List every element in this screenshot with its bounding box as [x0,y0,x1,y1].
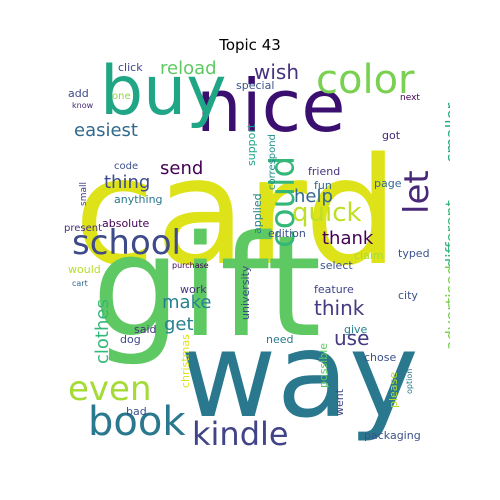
cloud-word-packaging: packaging [364,429,421,442]
cloud-word-friend: friend [308,165,341,178]
cloud-word-typed: typed [398,247,430,260]
cloud-word-clothes: clothes [92,299,113,364]
cloud-word-bad: bad [126,405,147,418]
cloud-word-next: next [400,93,420,103]
cloud-word-think: think [314,296,365,320]
cloud-word-make: make [162,292,212,313]
word-cloud: card gift way nice buy color school could book ki… [60,58,450,448]
cloud-word-smaller: smaller [442,102,450,162]
cloud-word-way: way [180,306,419,444]
cloud-word-nice: nice [196,64,346,148]
cloud-word-thank: thank [322,228,374,249]
cloud-word-buy: buy [100,58,227,131]
cloud-word-please: please [387,371,400,408]
cloud-word-even: even [68,369,152,409]
cloud-word-need: need [266,333,294,346]
cloud-word-different: different [442,200,450,268]
cloud-word-add: add [68,87,89,100]
cloud-word-christmas: christmas [179,334,192,388]
cloud-word-gift: gift [92,206,322,369]
cloud-word-advertised: advertised [442,265,450,350]
cloud-word-small: small [79,182,89,206]
cloud-word-chose: chose [364,351,397,364]
cloud-word-select: select [320,259,353,272]
cloud-word-correspond: correspond [267,134,278,190]
cloud-word-dog: dog [120,333,141,346]
cloud-word-purchase: purchase [172,261,209,270]
cloud-word-went: went [333,388,346,416]
cloud-word-give: give [344,323,368,336]
cloud-word-school: school [72,223,182,263]
cloud-word-special: special [236,79,275,92]
cloud-word-absolute: absolute [102,217,150,230]
cloud-word-wish: wish [254,60,300,84]
cloud-word-let: let [397,170,437,214]
cloud-word-support: support [245,123,258,166]
cloud-word-card: card [74,126,399,298]
cloud-word-possible: possible [317,342,330,388]
cloud-word-one: one [112,91,131,102]
cloud-word-send: send [160,158,204,179]
cloud-word-quick: quick [292,198,362,228]
cloud-word-code: code [114,161,139,172]
cloud-word-reload: reload [160,58,217,79]
cloud-word-thing: thing [104,172,151,193]
cloud-word-easiest: easiest [74,120,138,141]
cloud-word-present: present [64,223,103,234]
cloud-word-would: would [68,263,101,276]
cloud-word-page: page [374,177,402,190]
cloud-word-anything: anything [114,193,163,206]
cloud-word-got: got [382,129,401,142]
cloud-word-said: said [134,323,157,336]
cloud-word-click: click [118,61,143,74]
plot-title: Topic 43 [219,36,281,54]
cloud-word-edition: edition [268,227,306,240]
cloud-word-city: city [398,289,418,302]
cloud-word-know: know [72,101,94,110]
cloud-word-applied: applied [251,193,264,234]
cloud-word-help: help [294,186,333,207]
cloud-word-claim: claim [354,249,384,262]
cloud-word-book: book [88,399,186,445]
cloud-word-feature: feature [314,283,354,296]
cloud-word-work: work [180,283,207,296]
cloud-word-fun: fun [314,179,332,192]
cloud-word-cart: cart [72,279,88,288]
cloud-word-use: use [334,326,370,350]
cloud-word-option: option [405,368,414,394]
cloud-word-university: university [239,265,252,320]
cloud-word-kindle: kindle [192,415,289,448]
cloud-word-color: color [316,58,415,103]
cloud-word-get: get [164,314,194,335]
